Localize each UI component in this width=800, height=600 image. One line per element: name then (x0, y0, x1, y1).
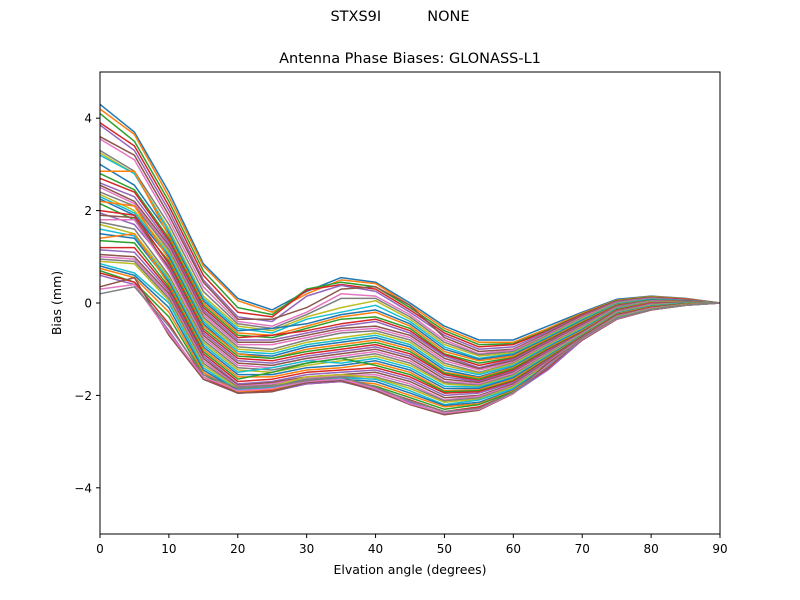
y-tick-label: 0 (84, 297, 92, 311)
y-axis-ticks: −4 −2 0 2 4 (74, 112, 100, 495)
x-tick-label: 20 (230, 542, 245, 556)
y-tick-label: −4 (74, 481, 92, 495)
series-lines (99, 103, 721, 416)
figure-suptitle: STXS9I NONE (330, 9, 470, 25)
y-tick-label: 4 (84, 112, 92, 126)
x-tick-label: 90 (712, 542, 727, 556)
x-tick-label: 30 (299, 542, 314, 556)
y-tick-label: 2 (84, 204, 92, 218)
x-axis-label: Elvation angle (degrees) (333, 562, 486, 577)
x-tick-label: 70 (575, 542, 590, 556)
x-tick-label: 40 (368, 542, 383, 556)
x-tick-label: 60 (506, 542, 521, 556)
series-line (99, 286, 721, 413)
chart-title: Antenna Phase Biases: GLONASS-L1 (279, 51, 541, 67)
y-axis-label: Bias (mm) (49, 271, 64, 335)
x-tick-label: 0 (96, 542, 104, 556)
x-tick-label: 10 (161, 542, 176, 556)
x-axis-ticks: 0 10 20 30 40 50 60 70 80 90 (96, 534, 728, 556)
series-line (99, 103, 721, 341)
x-tick-label: 80 (643, 542, 658, 556)
x-tick-label: 50 (437, 542, 452, 556)
y-tick-label: −2 (74, 389, 92, 403)
